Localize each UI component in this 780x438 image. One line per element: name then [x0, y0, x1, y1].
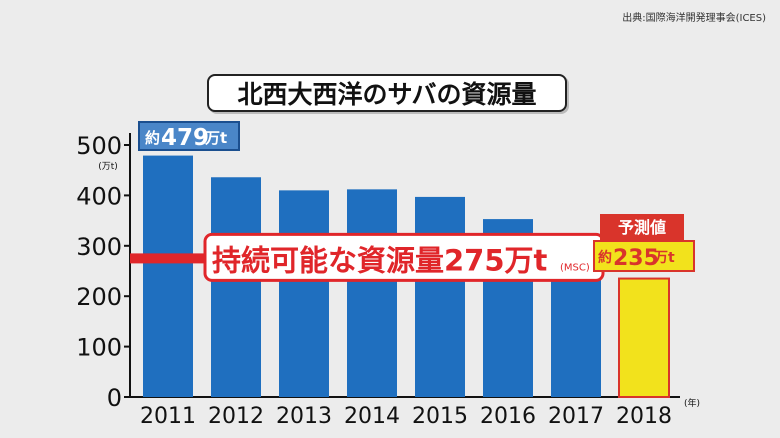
x-tick-label: 2017 — [548, 404, 604, 429]
x-tick-label: 2013 — [276, 404, 332, 429]
x-tick-label: 2011 — [140, 404, 196, 429]
bar — [211, 177, 261, 397]
chart-title: 北西大西洋のサバの資源量 — [207, 74, 567, 112]
y-tick-label: 300 — [76, 233, 122, 261]
reference-note: (MSC) — [560, 262, 590, 273]
x-unit-label: (年) — [684, 397, 700, 409]
bar — [618, 277, 670, 398]
forecast-label: 予測値 — [618, 218, 666, 237]
bar — [415, 196, 465, 397]
y-tick-label: 400 — [76, 182, 122, 210]
forecast-value-unit: 万t — [653, 250, 675, 266]
x-tick-label: 2014 — [344, 404, 400, 429]
x-tick-label: 2015 — [412, 404, 468, 429]
y-tick-label: 200 — [76, 283, 122, 311]
bar — [143, 155, 193, 397]
source-note: 出典:国際海洋開発理事会(ICES) — [622, 13, 766, 24]
reference-label: 持続可能な資源量275万t — [212, 243, 548, 277]
forecast-label-box — [600, 214, 684, 240]
first-value-prefix: 約 — [145, 129, 160, 147]
x-tick-label: 2018 — [616, 404, 672, 429]
first-value-unit: 万t — [204, 129, 227, 147]
forecast-value-box — [593, 240, 695, 272]
bar — [279, 190, 329, 397]
forecast-value-prefix: 約 — [598, 249, 612, 266]
bar — [347, 189, 397, 397]
x-tick-label: 2016 — [480, 404, 536, 429]
x-tick-label: 2012 — [208, 404, 264, 429]
y-tick-label: 100 — [76, 334, 122, 362]
forecast-value-number: 235 — [613, 246, 659, 271]
y-tick-label: 0 — [107, 384, 122, 412]
y-unit-label: (万t) — [98, 162, 118, 172]
first-value-callout-box — [138, 121, 240, 151]
y-tick-label: 500 — [76, 132, 122, 160]
first-value-number: 479 — [161, 125, 209, 151]
